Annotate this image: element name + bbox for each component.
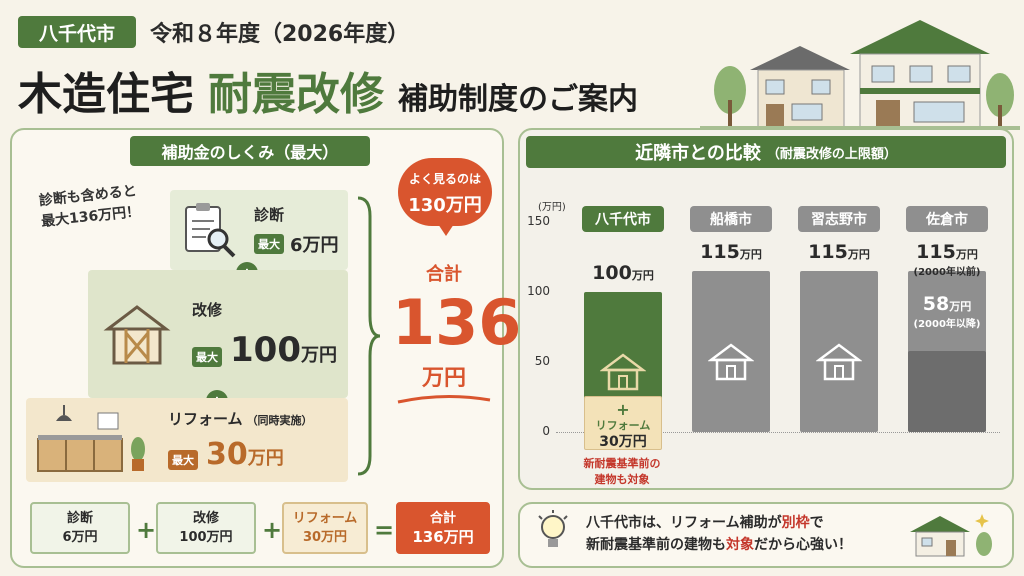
house-icon (815, 342, 863, 386)
y-tick-label: 50 (534, 354, 550, 368)
reform-segment-label: + リフォーム 30万円 (595, 400, 651, 451)
reform-max-tag: 最大 (168, 450, 198, 470)
house-frame-icon (103, 305, 171, 365)
summary-plus: + (262, 516, 283, 544)
diagnosis-max-tag: 最大 (254, 233, 284, 254)
title-part-a: 木造住宅 (18, 69, 194, 120)
reform-box: リフォーム （同時実施） 最大 30 万円 (26, 398, 348, 482)
summary-plus: + (136, 516, 157, 544)
house-icon (707, 342, 755, 386)
subsidy-structure-heading: 補助金のしくみ（最大） (130, 136, 370, 166)
common-amount-bubble: よく見るのは 130万円 (398, 158, 492, 236)
kitchen-icon (37, 405, 145, 472)
bar-reform (584, 396, 662, 450)
bar (800, 271, 878, 432)
reform-label-sub: （同時実施） (246, 414, 313, 427)
renovation-label: 改修 (192, 300, 223, 319)
renovation-max-tag: 最大 (192, 346, 222, 367)
pre-standard-note: 新耐震基準前の 建物も対象 (583, 457, 661, 486)
fiscal-year: 令和８年度（2026年度） (150, 22, 410, 47)
clipboard-magnifier-icon (185, 203, 236, 258)
reform-label: リフォーム (168, 410, 243, 428)
renovation-amount-unit: 万円 (300, 344, 337, 366)
summary-diagnosis: 診断 6万円 (30, 502, 130, 554)
houses-illustration (700, 20, 1020, 130)
sakura-new-label: 58万円 (2000年以降) (913, 292, 981, 330)
data-label: 115万円 (700, 241, 762, 263)
diagnosis-box: 診断 最大 6万円 (170, 190, 348, 270)
baseline (556, 432, 1000, 433)
bar-sakura-new (908, 350, 986, 432)
bar (692, 271, 770, 432)
renovation-amount-number: 100 (230, 329, 301, 370)
diagnosis-label: 診断 (254, 205, 285, 224)
summary-total: 合計 136万円 (396, 502, 490, 554)
total-label: 合計 (426, 264, 462, 285)
reform-amount-unit: 万円 (247, 448, 284, 469)
comparison-heading: 近隣市との比較 （耐震改修の上限額） (526, 136, 1006, 168)
lightbulb-icon (538, 510, 568, 547)
y-tick-label: 150 (527, 214, 550, 228)
house-icon (599, 352, 647, 396)
y-tick-label: 100 (527, 284, 550, 298)
house-icon (910, 514, 992, 557)
city-header: 八千代市 (582, 206, 664, 232)
total-underline (397, 394, 491, 404)
data-label: 115万円 (808, 241, 870, 263)
chart-y-unit: (万円) (538, 202, 566, 213)
data-label: 115万円 (916, 241, 978, 263)
page-title: 木造住宅 耐震改修 補助制度のご案内 (18, 58, 638, 122)
reform-amount-number: 30 (206, 437, 248, 472)
brace-bracket (357, 196, 381, 476)
city-header: 佐倉市 (906, 206, 988, 232)
summary-renovation: 改修 100万円 (156, 502, 256, 554)
data-label: 100万円 (592, 262, 654, 284)
city-header: 習志野市 (798, 206, 880, 232)
tip-text: 八千代市は、リフォーム補助が別枠で 新耐震基準前の建物も対象だから心強い！ (586, 515, 852, 553)
renovation-box: 改修 最大 100 万円 (88, 270, 348, 398)
title-part-b: 耐震改修 (208, 69, 384, 120)
title-part-c: 補助制度のご案内 (398, 82, 638, 117)
diagnosis-amount: 6万円 (290, 234, 339, 256)
total-unit: 万円 (421, 366, 466, 391)
y-tick-label: 0 (542, 424, 550, 438)
city-badge: 八千代市 (18, 16, 136, 48)
sakura-old-note: (2000年以前) (913, 267, 981, 278)
city-header: 船橋市 (690, 206, 772, 232)
total-number: 136 (392, 286, 522, 359)
summary-equals: = (374, 516, 395, 544)
summary-reform: リフォーム 30万円 (282, 502, 368, 554)
